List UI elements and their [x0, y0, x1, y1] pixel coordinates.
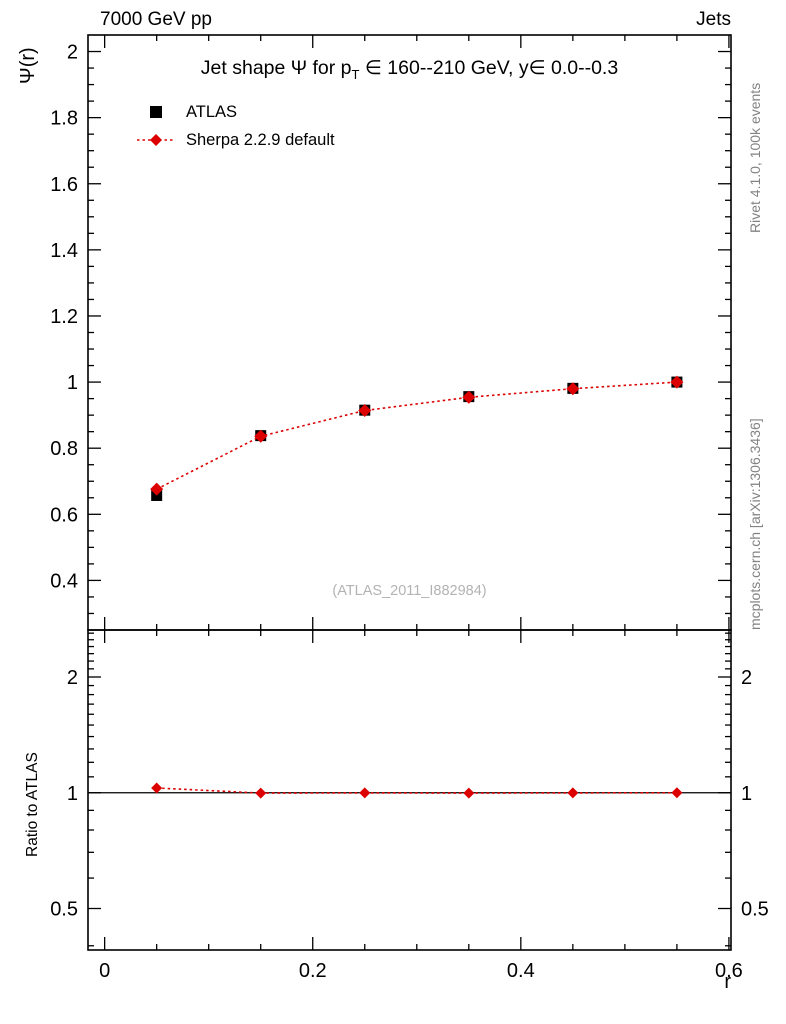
title-text-pre: Jet shape Ψ for p — [200, 57, 352, 79]
svg-text:1: 1 — [67, 783, 78, 805]
svg-text:0.8: 0.8 — [50, 438, 78, 460]
square-marker — [150, 106, 162, 118]
legend-item-sherpa: Sherpa 2.2.9 default — [137, 131, 335, 149]
sherpa-marker-icon — [137, 134, 175, 146]
legend-item-atlas: ATLAS — [137, 103, 335, 121]
svg-text:1: 1 — [741, 783, 752, 805]
analysis-id-watermark: (ATLAS_2011_I882984) — [332, 583, 487, 599]
svg-text:0.4: 0.4 — [50, 570, 78, 592]
mcplots-watermark: mcplots.cern.ch [arXiv:1306.3436] — [747, 418, 763, 630]
x-axis-label: r — [724, 971, 731, 993]
atlas-marker-icon — [150, 106, 162, 118]
svg-text:2: 2 — [741, 667, 752, 689]
rivet-version-watermark: Rivet 4.1.0, 100k events — [747, 82, 763, 233]
main-y-axis-label: Ψ(r) — [17, 47, 39, 84]
plot-title: Jet shape Ψ for pT ∈ 160--210 GeV, y∈ 0.… — [88, 56, 731, 82]
svg-text:1.8: 1.8 — [50, 108, 78, 130]
beam-energy-label: 7000 GeV pp — [100, 9, 212, 30]
legend-label-atlas: ATLAS — [186, 102, 238, 121]
svg-text:1.6: 1.6 — [50, 174, 78, 196]
legend-label-sherpa: Sherpa 2.2.9 default — [186, 130, 335, 149]
svg-text:0.6: 0.6 — [715, 960, 743, 982]
svg-text:0: 0 — [99, 960, 110, 982]
legend: ATLAS Sherpa 2.2.9 default — [137, 103, 335, 159]
title-text-post: ∈ 160--210 GeV, y∈ 0.0--0.3 — [359, 57, 619, 79]
svg-text:1: 1 — [67, 372, 78, 394]
process-label: Jets — [696, 9, 731, 30]
svg-text:0.5: 0.5 — [50, 899, 78, 921]
svg-text:2: 2 — [67, 667, 78, 689]
svg-text:1.4: 1.4 — [50, 240, 78, 262]
svg-text:0.5: 0.5 — [741, 899, 769, 921]
svg-text:2: 2 — [67, 42, 78, 64]
ratio-y-axis-label: Ratio to ATLAS — [24, 752, 41, 857]
svg-text:0.2: 0.2 — [299, 960, 327, 982]
svg-text:0.4: 0.4 — [507, 960, 535, 982]
svg-text:0.6: 0.6 — [50, 504, 78, 526]
title-subscript: T — [351, 66, 360, 82]
svg-text:1.2: 1.2 — [50, 306, 78, 328]
diamond-marker — [150, 134, 162, 146]
